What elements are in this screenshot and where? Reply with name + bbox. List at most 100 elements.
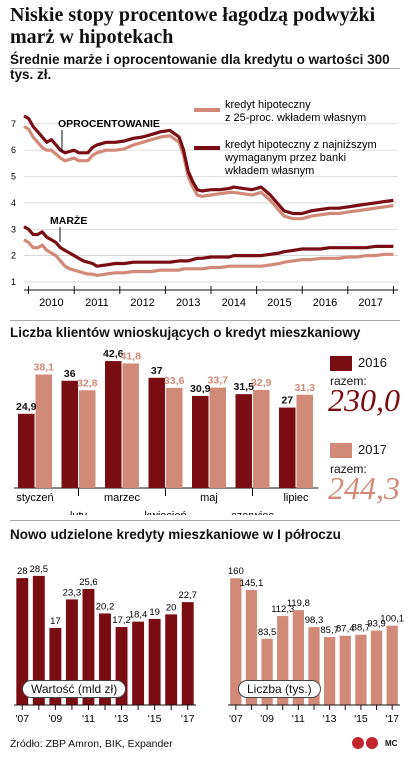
x-tick-label: '17 xyxy=(385,713,399,725)
source-note: Źródło: ZBP Amron, BIK, Expander xyxy=(10,738,173,750)
panel-bar-value: 17,2 xyxy=(112,615,131,626)
bar-2016 xyxy=(148,377,165,488)
category-label: luty xyxy=(70,510,88,515)
bar-2016 xyxy=(105,361,122,488)
total-value-2016: 230,0 xyxy=(328,382,400,418)
panel-bar-value: 85,7 xyxy=(320,625,339,636)
x-tick-label: '15 xyxy=(354,713,368,725)
panel-bar xyxy=(292,610,304,705)
series-line-marże xyxy=(23,225,394,268)
panel-bar-value: 20,2 xyxy=(96,601,115,612)
legend-year-2016: 2016 xyxy=(358,355,387,370)
panel-bar-value: 22,7 xyxy=(178,590,197,601)
panel-bar xyxy=(32,575,45,705)
legend-swatch-2016 xyxy=(330,356,352,371)
panel-label-value: Wartość (mld zł) xyxy=(22,680,127,698)
bar-value-label: 27 xyxy=(281,395,293,407)
category-label: lipiec xyxy=(283,492,309,504)
x-tick-label: 2014 xyxy=(222,297,246,309)
panel-bar xyxy=(165,614,178,705)
bar-2016 xyxy=(61,380,78,488)
panel-bar xyxy=(355,634,367,705)
bar-value-label: 30,9 xyxy=(190,383,211,395)
x-tick-label: '09 xyxy=(49,713,63,725)
series-line-oprocentowanie xyxy=(23,114,394,216)
x-tick-label: '13 xyxy=(323,713,337,725)
bar-value-label: 32,8 xyxy=(77,377,98,389)
y-tick-label: 1 xyxy=(11,277,16,287)
panel-bar-value: 28,5 xyxy=(30,564,49,575)
bar-value-label: 42,6 xyxy=(103,348,124,360)
y-tick-label: 2 xyxy=(11,251,16,261)
bar-2016 xyxy=(279,407,296,488)
line-chart-title: Średnie marże i oprocentowanie dla kredy… xyxy=(10,52,390,82)
panel-bar xyxy=(308,627,320,705)
panel-bar xyxy=(82,589,95,705)
divider xyxy=(10,68,400,69)
bar-value-label: 37 xyxy=(151,365,163,377)
panel-bar xyxy=(277,616,289,705)
author-initials: MC xyxy=(385,739,398,748)
panel-bar-value: 23,3 xyxy=(63,587,82,598)
bar-2017 xyxy=(166,387,183,488)
panel-bar-value: 112,3 xyxy=(271,604,294,615)
x-tick-label: 2013 xyxy=(176,297,200,309)
panel-bar-value: 17 xyxy=(50,616,61,627)
bar-value-label: 33,6 xyxy=(164,375,185,387)
legend-label-dark: kredyt hipoteczny z najniższym wymaganym … xyxy=(224,139,377,177)
panel-bar-value: 25,6 xyxy=(79,577,98,588)
category-label: maj xyxy=(200,492,218,504)
y-tick-label: 5 xyxy=(11,172,16,182)
bar-value-label: 33,7 xyxy=(208,375,229,387)
x-tick-label: 2012 xyxy=(130,297,154,309)
bar-value-label: 32,9 xyxy=(251,377,272,389)
panel-bar xyxy=(386,625,398,705)
panel-bar xyxy=(324,637,336,705)
y-tick-label: 7 xyxy=(11,119,16,129)
x-tick-label: '07 xyxy=(15,713,29,725)
bar-value-label: 31,3 xyxy=(295,382,316,394)
bar-2017 xyxy=(253,389,270,488)
x-tick-label: '15 xyxy=(148,713,162,725)
bar-2017 xyxy=(35,374,52,488)
panel-bar-value: 88,7 xyxy=(352,623,371,634)
x-tick-label: '11 xyxy=(292,713,305,725)
x-tick-label: '07 xyxy=(229,713,243,725)
total-label-2016: razem: xyxy=(330,374,367,388)
divider xyxy=(10,320,400,321)
y-tick-label: 4 xyxy=(11,198,16,208)
legend-swatch-2017 xyxy=(330,443,352,458)
bar-value-label: 24,9 xyxy=(16,401,37,413)
bar-2017 xyxy=(296,394,313,488)
cc-logo-icon xyxy=(352,737,364,749)
bar-value-label: 31,5 xyxy=(234,381,255,393)
panel-bar xyxy=(370,630,383,705)
series-line-marże xyxy=(23,238,394,277)
x-tick-label: '17 xyxy=(181,713,195,725)
bar-value-label: 41,8 xyxy=(121,350,142,362)
panel-bar-value: 18,4 xyxy=(129,610,148,621)
panel-bar xyxy=(245,590,258,705)
page-title: Niskie stopy procentowe łagodzą podwyżki… xyxy=(10,4,376,48)
bar-value-label: 38,1 xyxy=(34,361,55,373)
bar-2017 xyxy=(209,387,226,488)
panel-bar xyxy=(339,635,351,705)
panel-bar xyxy=(115,627,128,705)
x-tick-label: 2011 xyxy=(85,297,109,309)
category-label: styczeń xyxy=(16,492,53,504)
x-tick-label: 2017 xyxy=(358,297,382,309)
x-tick-label: '09 xyxy=(260,713,274,725)
panel-bar-value: 160 xyxy=(228,566,244,577)
panel-bar-value: 98,3 xyxy=(305,615,324,626)
category-label: czerwiec xyxy=(231,510,274,515)
x-tick-label: 2016 xyxy=(313,297,337,309)
annotation-oprocentowanie: OPROCENTOWANIE xyxy=(58,118,160,130)
y-tick-label: 3 xyxy=(11,224,16,234)
annotation-marze: MARŻE xyxy=(50,214,87,227)
panel-bar xyxy=(49,627,62,705)
bar-2016 xyxy=(235,394,252,488)
total-value-2017: 244,3 xyxy=(328,470,400,506)
panel-bar xyxy=(65,599,78,705)
line-chart: 1 2 3 4 5 6 7 2010 2011 2012 2013 2014 2015 2016 2017… xyxy=(11,99,398,309)
